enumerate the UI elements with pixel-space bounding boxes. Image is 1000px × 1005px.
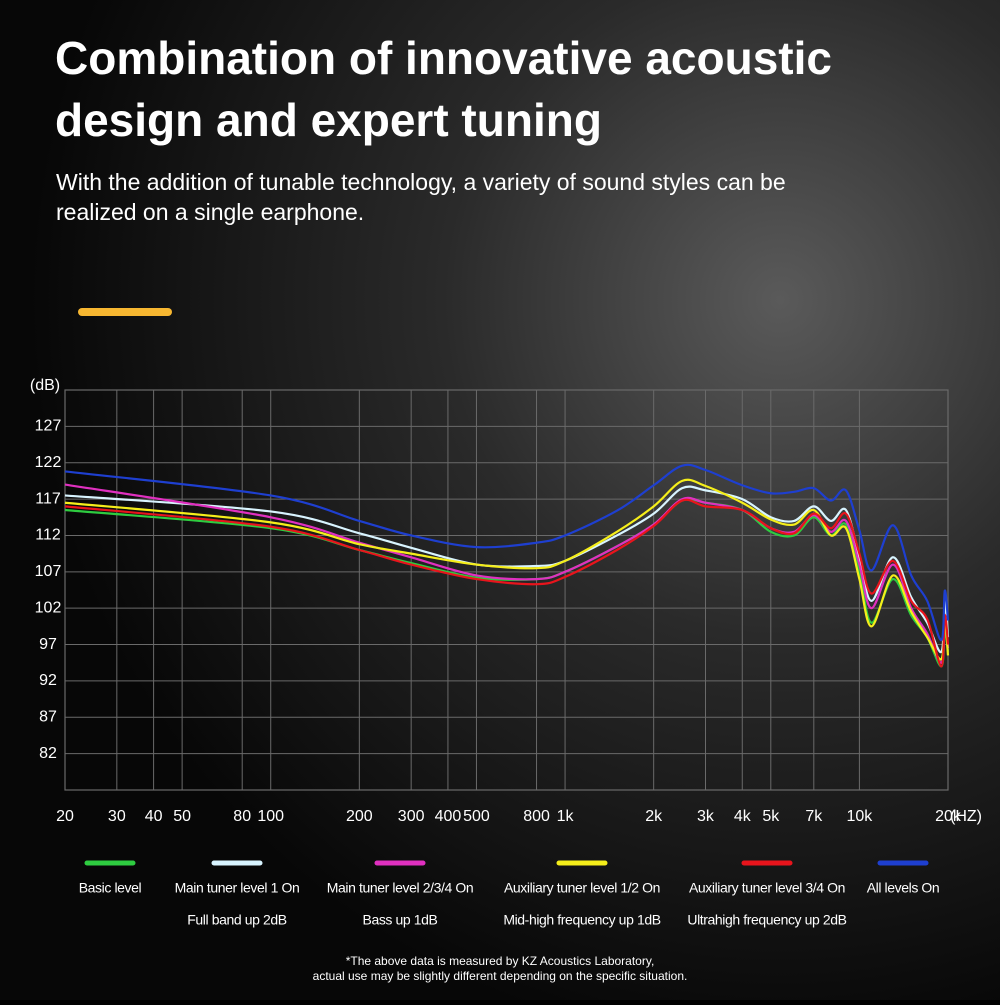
footnote: *The above data is measured by KZ Acoust… <box>346 954 655 968</box>
legend-label: Main tuner level 1 On <box>175 880 300 896</box>
series-line <box>64 498 950 668</box>
legend-label: Auxiliary tuner level 3/4 On <box>689 880 845 896</box>
y-tick-label: 102 <box>35 599 62 616</box>
subtitle-line: With the addition of tunable technology,… <box>56 169 786 195</box>
legend-label: Auxiliary tuner level 1/2 On <box>504 880 660 896</box>
x-tick-label: 500 <box>463 808 490 825</box>
title-line: design and expert tuning <box>55 94 602 146</box>
legend-label: Main tuner level 2/3/4 On <box>327 880 473 896</box>
x-tick-label: 50 <box>173 808 191 825</box>
x-tick-label: 20k <box>935 808 962 825</box>
series-line <box>64 463 950 642</box>
y-tick-label: 97 <box>39 636 57 653</box>
y-tick-label: 127 <box>35 418 62 435</box>
x-tick-label: 30 <box>108 808 126 825</box>
x-tick-label: 800 <box>523 808 550 825</box>
series-line <box>64 485 950 654</box>
x-tick-label: 40 <box>145 808 163 825</box>
x-tick-label: 20 <box>56 808 74 825</box>
x-tick-label: 2k <box>645 808 663 825</box>
legend-note: Ultrahigh frequency up 2dB <box>687 912 846 928</box>
x-tick-label: 400 <box>435 808 462 825</box>
title-line: Combination of innovative acoustic <box>55 32 832 84</box>
x-tick-label: 200 <box>346 808 373 825</box>
y-tick-label: 87 <box>39 708 57 725</box>
x-axis-label: (HZ) <box>950 808 982 825</box>
legend-label: All levels On <box>867 880 940 896</box>
series-line <box>64 478 950 661</box>
legend-note: Mid-high frequency up 1dB <box>503 912 660 928</box>
x-tick-label: 300 <box>398 808 425 825</box>
y-tick-label: 117 <box>35 490 61 507</box>
legend-note: Full band up 2dB <box>187 912 287 928</box>
series-line <box>64 498 950 668</box>
x-tick-label: 1k <box>557 808 575 825</box>
x-tick-label: 3k <box>697 808 715 825</box>
legend-label: Basic level <box>79 880 142 896</box>
x-tick-label: 4k <box>734 808 752 825</box>
legend-note: Bass up 1dB <box>363 912 438 928</box>
x-tick-label: 5k <box>762 808 780 825</box>
y-tick-label: 107 <box>35 563 62 580</box>
y-tick-label: 122 <box>35 454 62 471</box>
subtitle-line: realized on a single earphone. <box>56 199 364 225</box>
x-tick-label: 100 <box>257 808 284 825</box>
x-tick-label: 80 <box>233 808 251 825</box>
y-tick-label: 112 <box>35 527 61 544</box>
x-tick-label: 10k <box>846 808 873 825</box>
footnote: actual use may be slightly different dep… <box>313 969 688 983</box>
y-tick-label: 92 <box>39 672 57 689</box>
accent-bar <box>78 308 172 316</box>
y-axis-label: (dB) <box>30 377 60 394</box>
y-tick-label: 82 <box>39 745 57 762</box>
x-tick-label: 7k <box>805 808 823 825</box>
